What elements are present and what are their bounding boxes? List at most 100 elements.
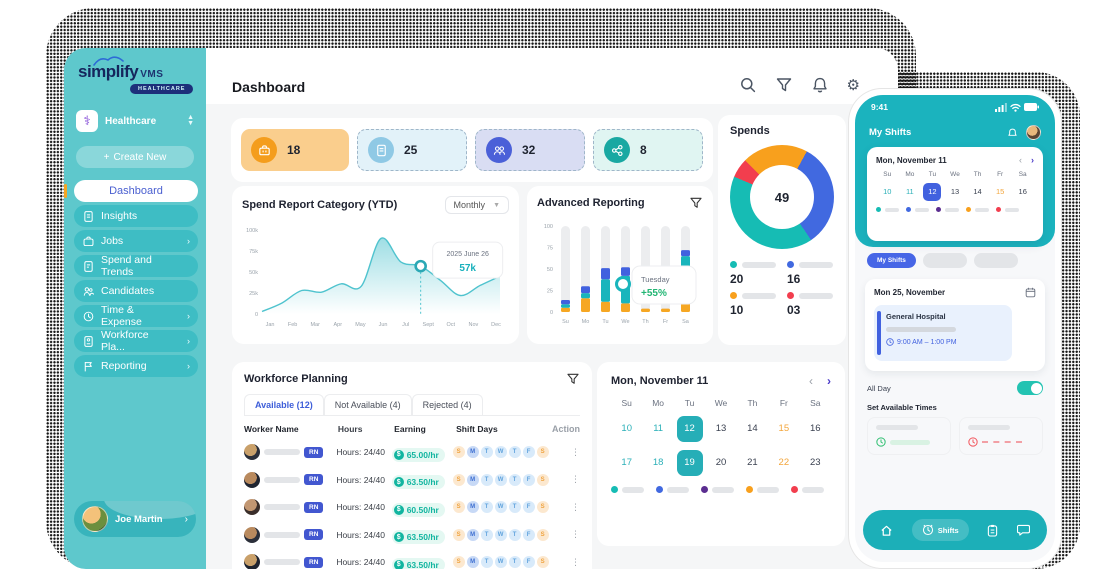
calendar-day-14[interactable]: 14: [747, 423, 758, 434]
sidebar-item-reporting[interactable]: Reporting ›: [74, 355, 198, 377]
calendar-day-13[interactable]: 13: [950, 187, 960, 196]
legend-label-bar: [712, 486, 734, 493]
calendar-day-16[interactable]: 16: [1018, 187, 1027, 196]
svg-text:Feb: Feb: [288, 322, 297, 328]
sidebar-item-candidates[interactable]: Candidates: [74, 280, 198, 302]
calendar-day-11[interactable]: 11: [653, 423, 664, 434]
chevron-right-icon: ›: [187, 361, 190, 371]
org-label: Healthcare: [105, 115, 157, 127]
table-row[interactable]: RN Hours: 24/40 $60.50/hr S M T W T F S ⋮: [244, 498, 580, 517]
legend-label-bar: [945, 207, 959, 212]
column-header: Worker Name: [244, 424, 299, 434]
worker-name-bar: [264, 531, 300, 538]
calendar-day-10[interactable]: 10: [883, 187, 892, 196]
calendar-day-17[interactable]: 17: [621, 457, 632, 468]
calendar-next-button[interactable]: ›: [827, 374, 831, 388]
calendar-day-15[interactable]: 15: [995, 187, 1005, 196]
table-row[interactable]: RN Hours: 24/40 $63.50/hr S M T W T F S ⋮: [244, 526, 581, 544]
tab-rejected-4[interactable]: Rejected (4): [411, 394, 483, 415]
nav-home[interactable]: [880, 524, 893, 537]
filter-icon[interactable]: [566, 372, 580, 386]
clipboard-icon: [987, 524, 998, 537]
table-row[interactable]: RN Hours: 24/40 $65.00/hr S M T W T F S ⋮: [244, 443, 580, 462]
calendar-prev-button[interactable]: ‹: [1019, 155, 1022, 165]
spends-card: Spends 49 20 16 10 03: [718, 115, 846, 345]
sidebar-item-jobs[interactable]: Jobs ›: [74, 230, 198, 252]
hours-cell: Hours: 24/40: [336, 529, 385, 540]
calendar-day-19[interactable]: 19: [676, 450, 703, 476]
svg-text:+55%: +55%: [641, 288, 667, 299]
day-chip-f: F: [522, 556, 535, 569]
shift-event[interactable]: General Hospital 9:00 AM – 1:00 PM: [874, 305, 1012, 361]
stat-card-team[interactable]: 32: [475, 129, 585, 171]
day-chip-t: T: [480, 473, 493, 486]
calendar-next-button[interactable]: ›: [1031, 155, 1034, 165]
row-actions-button[interactable]: ⋮: [571, 529, 581, 540]
tab-my-shifts[interactable]: My Shifts: [867, 253, 916, 268]
calendar-day-10[interactable]: 10: [621, 423, 632, 434]
table-row[interactable]: RN Hours: 24/40 $63.50/hr S M T W T F S ⋮: [244, 553, 580, 569]
nav-tasks[interactable]: [987, 524, 998, 537]
period-dropdown[interactable]: Monthly ▼: [444, 196, 509, 214]
tab-not-available-4[interactable]: Not Available (4): [323, 394, 412, 415]
sidebar-item-label: Candidates: [101, 285, 155, 297]
org-selector[interactable]: ⚕ Healthcare ▲ ▼: [76, 110, 194, 132]
calendar-day-13[interactable]: 13: [715, 423, 727, 434]
nav-chat[interactable]: [1016, 524, 1030, 536]
earning-badge: $65.00/hr: [391, 447, 445, 462]
table-row[interactable]: RN Hours: 24/40 $63.50/hr S M T W T F S ⋮: [244, 471, 581, 489]
calendar-day-12[interactable]: 12: [676, 416, 703, 442]
calendar-prev-button[interactable]: ‹: [809, 374, 813, 388]
user-name: Joe Martin: [115, 513, 163, 525]
row-actions-button[interactable]: ⋮: [571, 556, 581, 567]
stat-card-share[interactable]: 8: [593, 129, 703, 171]
calendar-day-16[interactable]: 16: [809, 423, 821, 434]
row-actions-button[interactable]: ⋮: [571, 474, 581, 485]
header-icons: ⚙: [739, 76, 860, 94]
calendar-day-18[interactable]: 18: [652, 457, 664, 468]
calendar-day-23[interactable]: 23: [809, 457, 821, 468]
legend-dot: [787, 292, 794, 299]
sidebar-item-time-expense[interactable]: Time & Expense ›: [74, 304, 198, 328]
time-slot-start[interactable]: [867, 417, 951, 455]
user-card[interactable]: Joe Martin ›: [74, 501, 196, 537]
row-actions-button[interactable]: ⋮: [571, 446, 581, 457]
tab-available-12[interactable]: Available (12): [244, 394, 324, 415]
stats-summary-card: 18 25 32 8: [231, 118, 713, 182]
filter-icon[interactable]: [775, 76, 793, 94]
bell-icon[interactable]: [1007, 127, 1018, 139]
sidebar-item-dashboard[interactable]: Dashboard: [64, 180, 198, 202]
create-new-button[interactable]: + Create New: [76, 146, 194, 168]
filter-icon[interactable]: [689, 196, 703, 210]
stat-card-briefcase[interactable]: 18: [241, 129, 349, 171]
sidebar-item-insights[interactable]: Insights: [74, 205, 198, 227]
tab-placeholder[interactable]: [922, 253, 967, 268]
legend-label-bar: [915, 207, 929, 212]
tab-placeholder[interactable]: [973, 253, 1018, 268]
calendar-day-21[interactable]: 21: [747, 457, 758, 468]
sidebar-item-workforce-pla[interactable]: Workforce Pla... ›: [74, 329, 198, 353]
calendar-day-14[interactable]: 14: [973, 187, 982, 196]
stat-card-document[interactable]: 25: [357, 129, 467, 171]
app-window: simplify VMS HEALTHCARE ⚕ Healthcare ▲ ▼ …: [64, 48, 898, 569]
hours-cell: Hours: 24/40: [336, 557, 385, 568]
all-day-toggle[interactable]: [1017, 381, 1043, 395]
svg-text:75k: 75k: [249, 249, 258, 255]
calendar-day-11[interactable]: 11: [905, 187, 914, 196]
calendar-day-15[interactable]: 15: [778, 423, 790, 434]
calendar-icon[interactable]: [1025, 287, 1036, 298]
time-slot-end[interactable]: [959, 417, 1043, 455]
calendar-day-20[interactable]: 20: [715, 457, 727, 468]
day-chip-t: T: [508, 446, 521, 459]
settings-gear-icon[interactable]: ⚙: [846, 76, 860, 94]
insights-icon: [82, 210, 95, 223]
avatar[interactable]: [1026, 125, 1041, 140]
calendar-day-22[interactable]: 22: [778, 457, 790, 468]
calendar-legend-item: [791, 486, 824, 493]
sidebar-item-spend-and-trends[interactable]: Spend and Trends: [74, 254, 198, 278]
search-icon[interactable]: [739, 76, 757, 94]
row-actions-button[interactable]: ⋮: [571, 501, 581, 512]
bell-icon[interactable]: [811, 76, 829, 94]
calendar-day-12[interactable]: 12: [923, 183, 942, 201]
nav-shifts[interactable]: Shifts: [911, 519, 969, 541]
